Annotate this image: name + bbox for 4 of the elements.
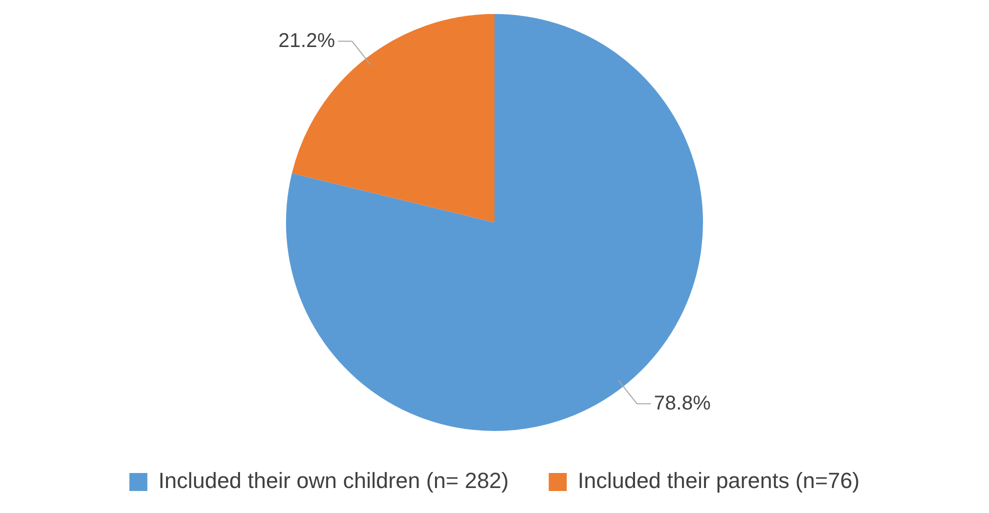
data-label: 21.2% [278, 30, 336, 52]
legend-label: Included their own children (n= 282) [158, 468, 509, 494]
legend-label: Included their parents (n=76) [578, 468, 860, 494]
data-label: 78.8% [654, 392, 711, 414]
